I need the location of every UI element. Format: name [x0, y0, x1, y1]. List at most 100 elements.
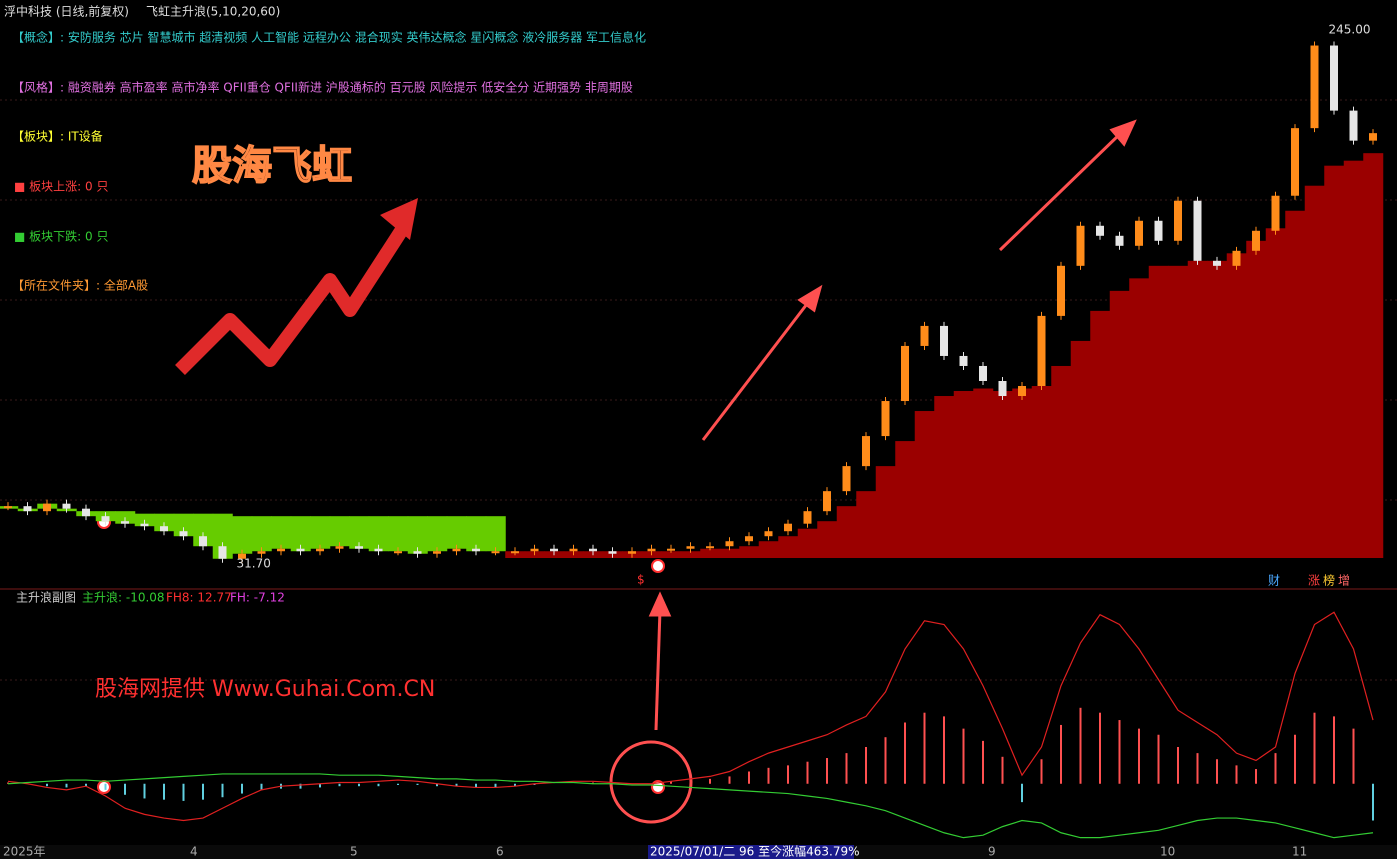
candle	[277, 548, 285, 552]
candle	[1330, 45, 1338, 111]
red-band	[817, 521, 838, 558]
candle	[452, 548, 461, 552]
candle	[4, 506, 12, 509]
red-band	[1207, 260, 1228, 558]
green-band	[446, 516, 467, 549]
x-label: 10	[1160, 845, 1175, 859]
watermark: 股海网提供 Www.Guhai.Com.CN	[95, 677, 435, 702]
candle	[881, 401, 890, 437]
hist-bar	[962, 728, 965, 784]
hist-bar	[475, 783, 477, 788]
candle	[1057, 265, 1065, 316]
hist-bar	[202, 783, 204, 800]
hist-bar	[1079, 707, 1082, 784]
candle	[374, 548, 383, 552]
candle	[491, 551, 500, 554]
hist-bar	[884, 737, 887, 784]
hist-bar	[845, 753, 848, 784]
candle	[667, 548, 675, 551]
red-band	[719, 548, 740, 558]
candle	[179, 531, 188, 537]
candle	[316, 548, 324, 552]
candle	[62, 503, 71, 509]
red-band	[1226, 253, 1247, 558]
sub-fh8: FH8: 12.77	[166, 591, 232, 605]
hist-bar	[787, 765, 789, 784]
hist-bar	[748, 771, 750, 784]
candle	[43, 503, 51, 512]
indicator-name: 飞虹主升浪(5,10,20,60)	[146, 4, 280, 19]
hist-bar	[1352, 728, 1355, 784]
candle	[1037, 315, 1046, 387]
hist-bar	[143, 783, 146, 799]
logo: 股海飞虹	[192, 143, 352, 189]
date-banner: 2025/07/01/二 96 至今涨幅463.79%	[650, 844, 860, 859]
candle	[628, 551, 636, 554]
green-band	[290, 516, 311, 552]
candle	[296, 548, 305, 552]
hist-bar	[1333, 716, 1335, 784]
candle	[569, 548, 578, 552]
red-band	[1031, 386, 1052, 558]
candle	[218, 546, 227, 559]
high-label: 245.00	[1329, 23, 1371, 37]
candle	[764, 531, 773, 537]
red-band	[914, 411, 935, 558]
hist-bar	[85, 783, 87, 787]
candle	[160, 526, 168, 532]
candle	[725, 541, 734, 547]
candle	[101, 516, 110, 522]
hist-bar	[982, 740, 984, 784]
candle	[433, 551, 441, 554]
sector-up: ■ 板块上涨: 0 只	[14, 179, 108, 194]
sector: 【板块】: IT设备	[12, 130, 103, 144]
candle	[1154, 220, 1163, 241]
hist-bar	[65, 783, 68, 788]
red-band	[1070, 340, 1091, 558]
hist-bar	[377, 783, 380, 787]
green-band	[212, 513, 233, 559]
red-band	[1090, 310, 1111, 558]
hist-bar	[319, 783, 321, 788]
candle	[901, 345, 909, 402]
hist-bar	[1294, 734, 1296, 784]
candle	[940, 325, 948, 356]
candle	[1310, 45, 1319, 129]
red-band	[953, 391, 974, 558]
hist-bar	[865, 747, 867, 784]
red-band	[1129, 278, 1150, 558]
style: 【风格】: 融资融券 高市盈率 高市净率 QFII重仓 QFII新进 沪股通标的…	[12, 80, 633, 95]
red-band	[1343, 160, 1364, 559]
red-band	[700, 548, 721, 558]
hist-bar	[1001, 756, 1004, 784]
green-band	[349, 516, 370, 549]
icon: 财	[1268, 574, 1280, 588]
x-label: 2025年	[3, 845, 46, 859]
candle	[23, 506, 32, 512]
hist-bar	[182, 783, 185, 801]
hist-bar	[533, 783, 536, 785]
sub-title: 主升浪副图	[16, 590, 76, 605]
hist-bar	[1157, 734, 1160, 784]
green-band	[388, 516, 409, 552]
candle	[1193, 200, 1202, 261]
candle	[1115, 235, 1124, 246]
x-label: 4	[190, 845, 198, 859]
red-band	[739, 546, 760, 558]
x-label: 9	[988, 845, 996, 859]
red-band	[778, 536, 799, 558]
hist-bar	[1021, 783, 1023, 803]
candle	[1135, 220, 1143, 246]
sub-main: 主升浪: -10.08	[82, 590, 165, 605]
hist-bar	[1099, 712, 1101, 784]
candle	[1076, 225, 1085, 266]
candle	[394, 551, 402, 554]
candle	[140, 523, 149, 527]
signal: $	[637, 573, 645, 587]
green-band	[485, 516, 506, 552]
hist-bar	[416, 783, 419, 785]
candle	[413, 551, 422, 554]
candle	[530, 548, 539, 552]
red-band	[1285, 210, 1306, 558]
